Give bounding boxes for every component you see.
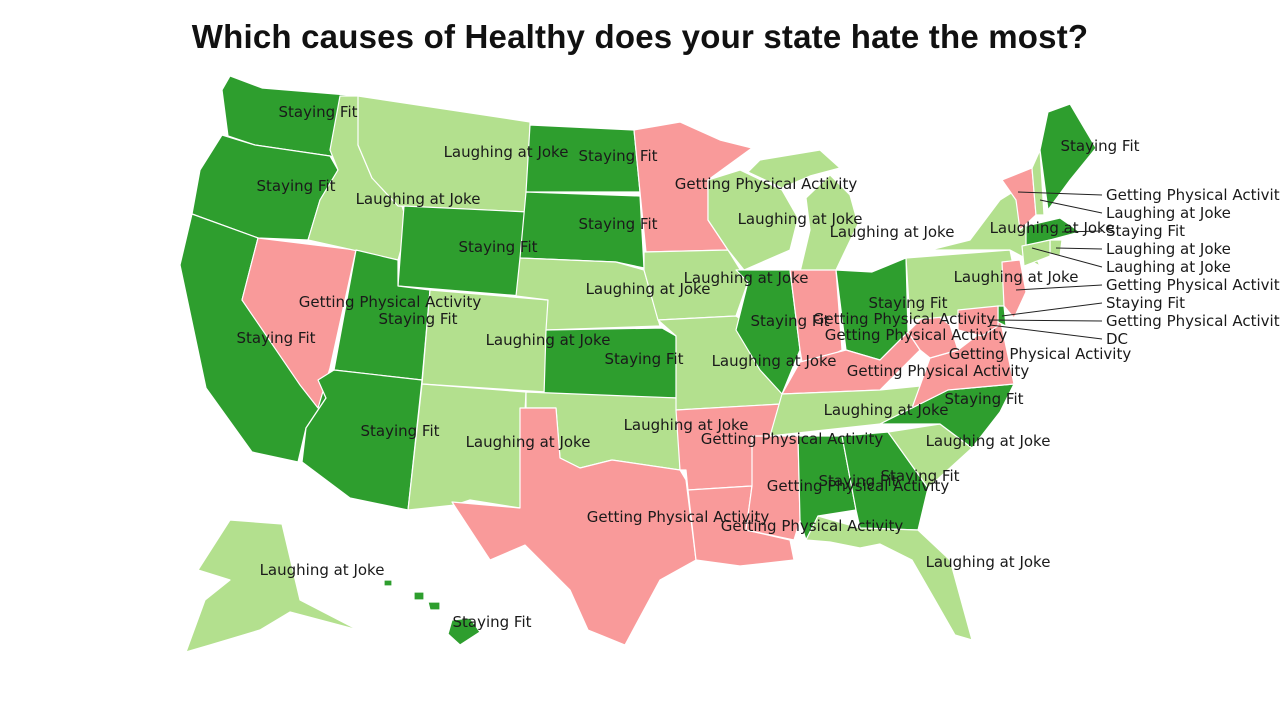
state-label-wv: Getting Physical Activity [847, 362, 1030, 380]
state-label-sc: Laughing at Joke [926, 432, 1051, 450]
state-label-mn: Getting Physical Activity [675, 175, 858, 193]
state-label-sd: Staying Fit [578, 215, 657, 233]
state-ma [1025, 217, 1081, 247]
state-wi [707, 169, 799, 271]
state-label-ca: Staying Fit [236, 329, 315, 347]
state-sd [519, 191, 645, 269]
state-label-ny: Laughing at Joke [990, 219, 1115, 237]
state-md [957, 305, 999, 337]
state-nh [1031, 149, 1045, 216]
state-mi [799, 174, 859, 273]
state-label-hi: Staying Fit [452, 613, 531, 631]
state-label-az: Staying Fit [360, 422, 439, 440]
state-tx [451, 407, 697, 646]
state-hi [447, 617, 481, 646]
state-label-wy: Staying Fit [458, 238, 537, 256]
state-label-tx: Getting Physical Activity [587, 508, 770, 526]
state-me [1039, 103, 1097, 211]
state-hi [427, 601, 441, 611]
state-label-mi: Laughing at Joke [830, 223, 955, 241]
callout-label: Laughing at Joke [1106, 204, 1231, 222]
state-hi [413, 591, 425, 601]
state-label-oh: Staying Fit [868, 294, 947, 312]
state-hi [383, 579, 393, 587]
callout-label: Staying Fit [1106, 294, 1185, 312]
state-shapes [179, 75, 1097, 653]
state-label-mt: Laughing at Joke [444, 143, 569, 161]
state-label-nd: Staying Fit [578, 147, 657, 165]
state-label-pa: Laughing at Joke [954, 268, 1079, 286]
state-label-il: Staying Fit [750, 312, 829, 330]
state-ne [515, 257, 661, 331]
state-ak [185, 519, 359, 653]
state-label-nv: Getting Physical Activity [299, 293, 482, 311]
state-label-ne: Laughing at Joke [586, 280, 711, 298]
state-fl [805, 515, 973, 641]
state-label-co: Laughing at Joke [486, 331, 611, 349]
state-nj [1001, 259, 1027, 319]
callout-leader-line [1031, 247, 1103, 268]
state-label-ia: Laughing at Joke [684, 269, 809, 287]
callout-leader-line [989, 319, 1103, 322]
callout-leader-line [1061, 230, 1103, 233]
state-label-in: Getting Physical Activity [813, 310, 996, 328]
state-label-ms: Getting Physical Activity [767, 477, 950, 495]
callout-leader-line [989, 324, 1103, 340]
state-label-me: Staying Fit [1060, 137, 1139, 155]
callout-leader-line [1055, 247, 1103, 250]
state-vt [1001, 167, 1037, 231]
state-mi [747, 149, 841, 189]
state-label-la: Getting Physical Activity [721, 517, 904, 535]
state-mt [357, 95, 531, 213]
state-label-tn: Laughing at Joke [824, 401, 949, 419]
callout-leader-lines [989, 191, 1103, 340]
state-label-wa: Staying Fit [278, 103, 357, 121]
state-label-ga: Staying Fit [880, 467, 959, 485]
state-ct [1021, 239, 1051, 267]
callout-label: Laughing at Joke [1106, 258, 1231, 276]
callout-leader-line [1001, 302, 1103, 317]
state-label-mo: Laughing at Joke [712, 352, 837, 370]
callout-label: DC [1106, 330, 1128, 348]
callout-label: Getting Physical Activity [1106, 276, 1280, 294]
state-label-or: Staying Fit [256, 177, 335, 195]
state-label-ut: Staying Fit [378, 310, 457, 328]
callout-leader-line [1015, 284, 1103, 291]
callout-leader-line [1017, 191, 1103, 196]
callout-label: Getting Physical Activity [1106, 186, 1280, 204]
callout-leader-line [1039, 199, 1103, 214]
state-label-ak: Laughing at Joke [260, 561, 385, 579]
state-label-va: Getting Physical Activity [949, 345, 1132, 363]
state-label-ar: Getting Physical Activity [701, 430, 884, 448]
state-label-id: Laughing at Joke [356, 190, 481, 208]
state-label-al: Staying Fit [818, 472, 897, 490]
state-label-wi: Laughing at Joke [738, 210, 863, 228]
state-label-ks: Staying Fit [604, 350, 683, 368]
state-label-ok: Laughing at Joke [624, 416, 749, 434]
callout-label: Getting Physical Activity [1106, 312, 1280, 330]
state-label-nm: Laughing at Joke [466, 433, 591, 451]
state-label-nc: Staying Fit [944, 390, 1023, 408]
state-label-ky: Getting Physical Activity [825, 326, 1008, 344]
callout-label: Laughing at Joke [1106, 240, 1231, 258]
map-title: Which causes of Healthy does your state … [191, 18, 1089, 55]
callout-label: Staying Fit [1106, 222, 1185, 240]
state-label-fl: Laughing at Joke [926, 553, 1051, 571]
